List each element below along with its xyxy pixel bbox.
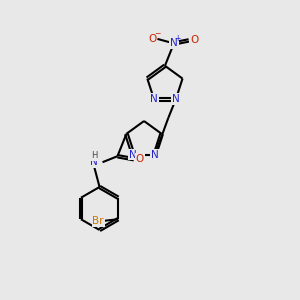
Text: H: H [91, 151, 98, 160]
Text: −: − [154, 29, 161, 38]
Text: O: O [148, 34, 156, 44]
Text: N: N [150, 94, 158, 104]
Text: N: N [129, 149, 137, 160]
Text: N: N [172, 94, 180, 104]
Text: N: N [170, 38, 178, 48]
Text: O: O [190, 35, 198, 45]
Text: N: N [151, 149, 159, 160]
Text: O: O [136, 154, 144, 164]
Text: +: + [175, 34, 181, 43]
Text: Br: Br [92, 216, 104, 226]
Text: N: N [90, 157, 98, 167]
